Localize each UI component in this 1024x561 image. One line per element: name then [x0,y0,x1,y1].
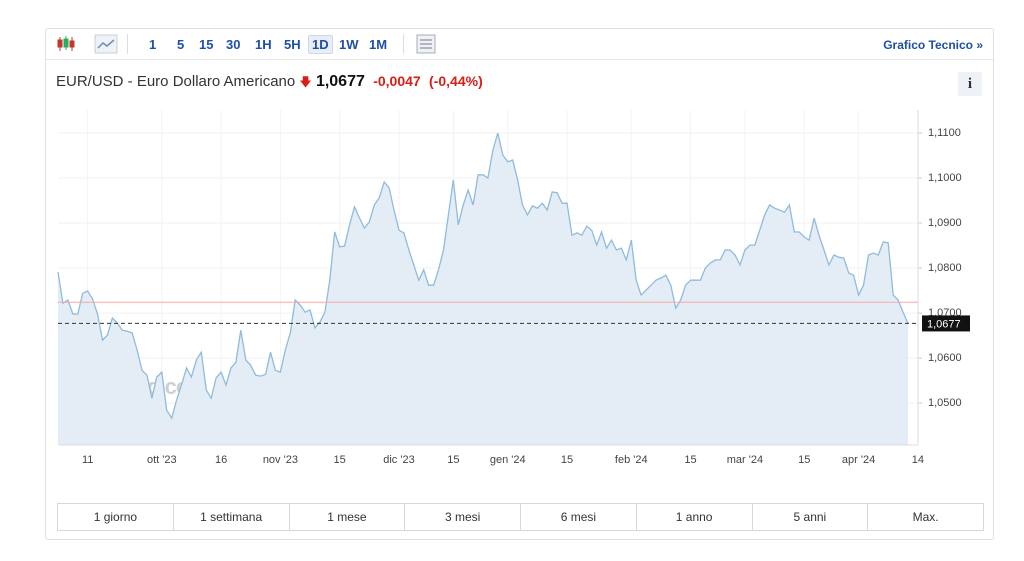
timeframe-button[interactable]: 1W [339,37,359,52]
timeframe-button[interactable]: 30 [226,37,241,52]
range-buttons: 1 giorno 1 settimana 1 mese 3 mesi 6 mesi 1 a… [57,503,984,531]
line-icon[interactable] [94,34,118,54]
y-tick-label: 1,1000 [928,172,962,184]
price: 1,0677 [315,73,365,90]
x-tick-label: feb '24 [615,454,648,466]
range-button[interactable]: 1 giorno [58,504,174,530]
x-tick-label: apr '24 [842,454,875,466]
x-tick-label: 11 [82,454,93,466]
x-tick-label: dic '23 [383,454,414,466]
x-tick-label: mar '24 [727,454,763,466]
chart: 1,05001,06001,07001,08001,09001,10001,11… [57,110,970,466]
line [57,132,909,420]
separator [403,34,404,54]
timeframe-button[interactable]: 15 [199,37,214,52]
separator [127,34,128,54]
x-tick-label: gen '24 [490,454,526,466]
timeframe-button[interactable]: 1M [369,37,388,52]
last-price-box [922,315,970,332]
range-button[interactable]: 3 mesi [405,504,521,530]
timeframe-button[interactable]: 1D [308,35,333,54]
area [58,133,908,445]
x-tick-label: 16 [215,454,227,466]
timeframe-button[interactable]: 5 [177,37,185,52]
x-tick-label: ott '23 [147,454,177,466]
change-pct: (-0,44%) [429,73,483,89]
x-tick-label: 15 [334,454,346,466]
change: -0,0047 [373,73,421,89]
chart-widget: Grafico Tecnico » 1 5 15 30 1H 5H 1D 1W 1M EUR/U… [45,28,994,540]
range-button[interactable]: 1 mese [290,504,406,530]
table-icon[interactable] [416,34,436,54]
toolbar: Grafico Tecnico » 1 5 15 30 1H 5H 1D 1W 1M [46,29,993,60]
info-button[interactable]: i [958,72,982,96]
timeframe-button[interactable]: 1H [255,37,272,52]
range-button[interactable]: Max. [912,510,939,524]
x-tick-label: 15 [798,454,810,466]
technical-chart-link[interactable]: Grafico Tecnico » [883,38,983,52]
instrument-title: EUR/USD - Euro Dollaro Americano [56,73,296,90]
range-button[interactable]: 1 anno [637,504,753,530]
y-tick-label: 1,0800 [928,262,962,274]
x-tick-label: 15 [561,454,573,466]
x-tick-label: 15 [447,454,459,466]
y-tick-label: 1,0900 [928,217,962,229]
range-button[interactable]: 5 anni [753,504,869,530]
y-tick-label: 1,1100 [928,127,961,139]
x-tick-label: nov '23 [263,454,298,466]
y-tick-label: 1,0500 [928,397,962,409]
timeframe-button[interactable]: 1 [149,37,157,52]
candles-icon[interactable] [56,34,80,54]
last-price-label: 1,0677 [927,318,961,330]
instrument-header: EUR/USD - Euro Dollaro Americano 🡇 1,067… [56,73,483,94]
range-button[interactable]: 6 mesi [521,504,637,530]
x-tick-label: 14 [912,454,924,466]
timeframe-button[interactable]: 5H [284,37,301,52]
range-button[interactable]: 1 settimana [174,504,290,530]
down-arrow: 🡇 [299,75,312,89]
x-tick-label: 15 [684,454,696,466]
y-tick-label: 1,0600 [928,352,962,364]
